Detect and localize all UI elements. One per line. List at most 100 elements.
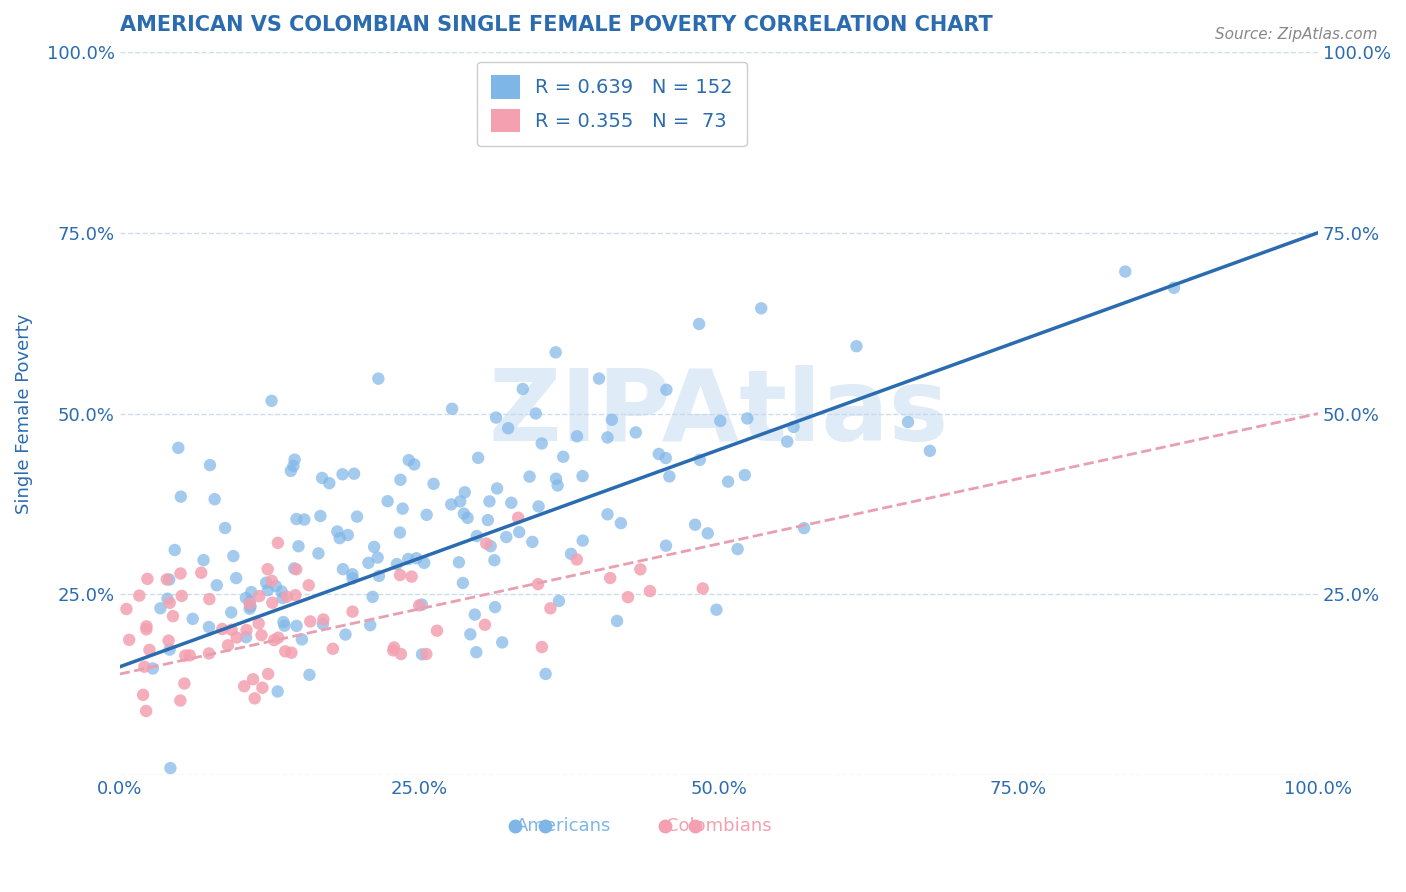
Point [415,508,437,522]
Point [283,458,305,473]
Point [897,415,920,429]
Point [287,539,309,553]
Point [363,540,385,554]
Point [262,596,284,610]
Point [553,450,575,464]
Point [426,624,449,638]
Point [460,627,482,641]
Point [501,496,523,510]
Point [274,644,297,658]
Text: Americans: Americans [516,817,610,835]
Point [484,600,506,615]
Point [156,591,179,606]
Text: AMERICAN VS COLOMBIAN SINGLE FEMALE POVERTY CORRELATION CHART: AMERICAN VS COLOMBIAN SINGLE FEMALE POVE… [120,15,993,35]
Point [544,472,567,486]
Point [190,566,212,580]
Point [285,562,308,576]
Point [398,453,420,467]
Point [205,578,228,592]
Point [329,531,352,545]
Point [508,525,530,540]
Point [600,413,623,427]
Point [267,536,290,550]
Point [267,631,290,645]
Legend: R = 0.639   N = 152, R = 0.355   N =  73: R = 0.639 N = 152, R = 0.355 N = 73 [477,62,747,146]
Point [388,525,411,540]
Point [135,704,157,718]
Point [170,589,193,603]
Y-axis label: Single Female Poverty: Single Female Poverty [15,313,32,514]
Point [343,467,366,481]
Point [138,643,160,657]
Point [368,569,391,583]
Point [159,596,181,610]
Point [415,647,437,661]
Point [477,513,499,527]
Point [276,590,298,604]
Point [174,648,197,663]
Point [388,568,411,582]
Point [527,577,550,591]
Point [405,551,427,566]
Point [292,512,315,526]
Point [256,562,278,576]
Point [239,597,262,611]
Point [441,401,464,416]
Point [359,618,381,632]
Point [727,542,749,557]
Point [734,468,756,483]
Point [624,425,647,440]
Point [257,667,280,681]
Point [782,420,804,434]
Point [291,632,314,647]
Point [285,512,308,526]
Point [845,339,868,353]
Point [474,617,496,632]
Point [252,681,274,695]
Point [527,500,550,514]
Point [464,607,486,622]
Point [486,482,509,496]
Point [565,429,588,443]
Point [342,571,364,585]
Point [225,571,247,585]
Point [193,553,215,567]
Point [214,521,236,535]
Point [159,761,181,775]
Point [204,492,226,507]
Point [157,633,180,648]
Point [596,430,619,444]
Point [219,606,242,620]
Point [326,524,349,539]
Point [162,609,184,624]
Point [198,647,221,661]
Point [655,383,678,397]
Point [749,301,772,316]
Point [706,603,728,617]
Point [170,490,193,504]
Point [606,614,628,628]
Point [484,553,506,567]
Point [247,616,270,631]
Point [776,434,799,449]
Point [346,509,368,524]
Point [163,543,186,558]
Point [159,642,181,657]
Point [273,615,295,629]
Point [391,501,413,516]
Point [793,521,815,535]
Point [617,590,640,604]
Point [422,476,444,491]
Point [717,475,740,489]
Point [530,640,553,654]
Point [260,574,283,588]
Point [548,594,571,608]
Point [342,567,364,582]
Point [389,473,412,487]
Point [318,476,340,491]
Point [332,562,354,576]
Point [173,676,195,690]
Point [367,550,389,565]
Point [312,617,335,632]
Point [495,530,517,544]
